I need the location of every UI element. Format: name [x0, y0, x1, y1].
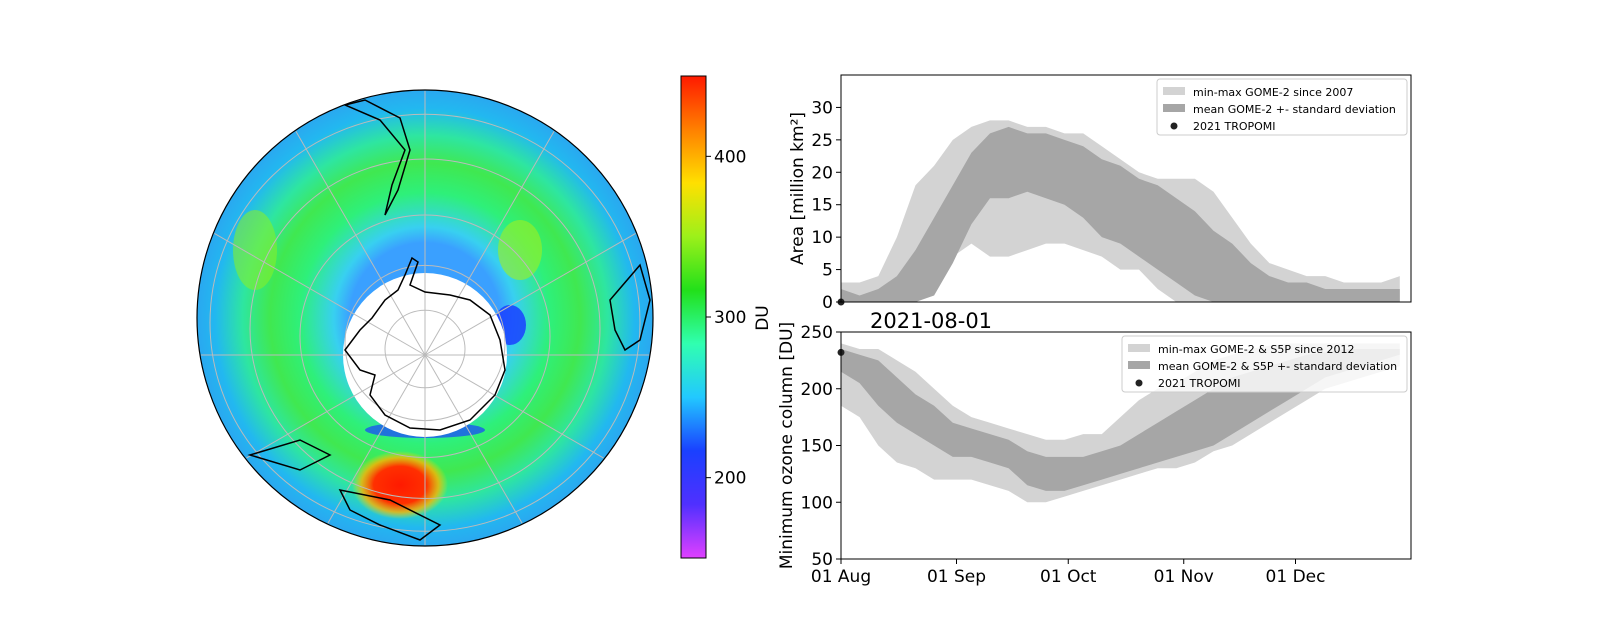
- legend: min-max GOME-2 since 2007 mean GOME-2 +- …: [1156, 78, 1408, 136]
- date-title: 2021-08-01: [870, 309, 992, 333]
- longitude-line: [295, 131, 426, 356]
- y-tick-label: 5: [822, 261, 833, 281]
- mean-std-band: [841, 126, 1400, 302]
- longitude-line: [424, 354, 523, 524]
- ozone-high-patch: [352, 451, 448, 519]
- colorbar-tick-label: 400: [714, 147, 746, 167]
- x-tick-label: 01 Oct: [1040, 567, 1097, 587]
- longitude-line: [424, 354, 604, 459]
- y-tick-label: 20: [811, 163, 833, 183]
- longitude-line: [246, 354, 426, 459]
- x-tick-label: 01 Sep: [927, 567, 986, 587]
- y-tick-label: 10: [811, 228, 833, 248]
- legend-box: [1121, 335, 1408, 393]
- y-tick-label: 250: [801, 323, 833, 343]
- colorbar-gradient: [680, 75, 707, 559]
- legend-swatch-mean-std: [1163, 104, 1185, 112]
- colorbar-label: DU: [753, 305, 773, 331]
- longitude-line: [327, 354, 426, 524]
- y-tick-label: 100: [801, 493, 833, 513]
- x-tick-label: 01 Nov: [1154, 567, 1214, 587]
- legend: min-max GOME-2 & S5P since 2012 mean GOME…: [1121, 335, 1408, 393]
- axes-frame: [840, 74, 1412, 303]
- plot-area: [841, 120, 1400, 302]
- legend-box: [1156, 78, 1408, 136]
- graticule: [201, 91, 649, 545]
- colorbar-tick-label: 300: [714, 308, 746, 328]
- legend-label: mean GOME-2 +- standard deviation: [1193, 103, 1396, 116]
- legend-swatch-min-max: [1163, 87, 1185, 95]
- legend-marker-tropomi: [1135, 379, 1143, 387]
- australia-nz-coastline: [247, 439, 442, 541]
- ozone-patch: [498, 220, 542, 280]
- y-axis-label: Minimum ozone column [DU]: [777, 322, 797, 569]
- legend-label: 2021 TROPOMI: [1158, 377, 1241, 390]
- x-tick-label: 01 Aug: [811, 567, 871, 587]
- legend-label: 2021 TROPOMI: [1193, 120, 1276, 133]
- longitude-line: [214, 232, 426, 356]
- legend-swatch-min-max: [1128, 344, 1150, 352]
- legend-label: min-max GOME-2 & S5P since 2012: [1158, 343, 1355, 356]
- y-tick-label: 50: [811, 550, 833, 570]
- legend-label: mean GOME-2 & S5P +- standard deviation: [1158, 360, 1397, 373]
- antarctica-coastline: [344, 256, 506, 431]
- y-tick-label: 30: [811, 98, 833, 118]
- y-tick-label: 150: [801, 437, 833, 457]
- y-axis-label: Area [million km²]: [788, 112, 808, 265]
- longitude-line: [424, 232, 636, 356]
- y-tick-label: 0: [822, 293, 833, 313]
- y-tick-label: 25: [811, 131, 833, 151]
- x-tick-label: 01 Dec: [1266, 567, 1326, 587]
- legend-swatch-mean-std: [1128, 361, 1150, 369]
- legend-label: min-max GOME-2 since 2007: [1193, 86, 1353, 99]
- africa-coastline: [609, 263, 651, 352]
- y-tick-label: 200: [801, 380, 833, 400]
- colorbar-tick-label: 200: [714, 469, 746, 489]
- longitude-line: [424, 131, 555, 356]
- ozone-patch: [233, 210, 277, 290]
- map-boundary: [196, 89, 654, 547]
- colorbar: 200 300 400 DU: [680, 75, 773, 559]
- minimum-ozone-column-chart: 50 100 150 200 250 01 Aug 01 Sep 01 Oct 01 Nov 01…: [777, 322, 1412, 587]
- legend-marker-tropomi: [1170, 122, 1178, 130]
- polar-ozone-map: [196, 89, 654, 547]
- south-america-coastline: [342, 99, 411, 216]
- y-tick-label: 15: [811, 196, 833, 216]
